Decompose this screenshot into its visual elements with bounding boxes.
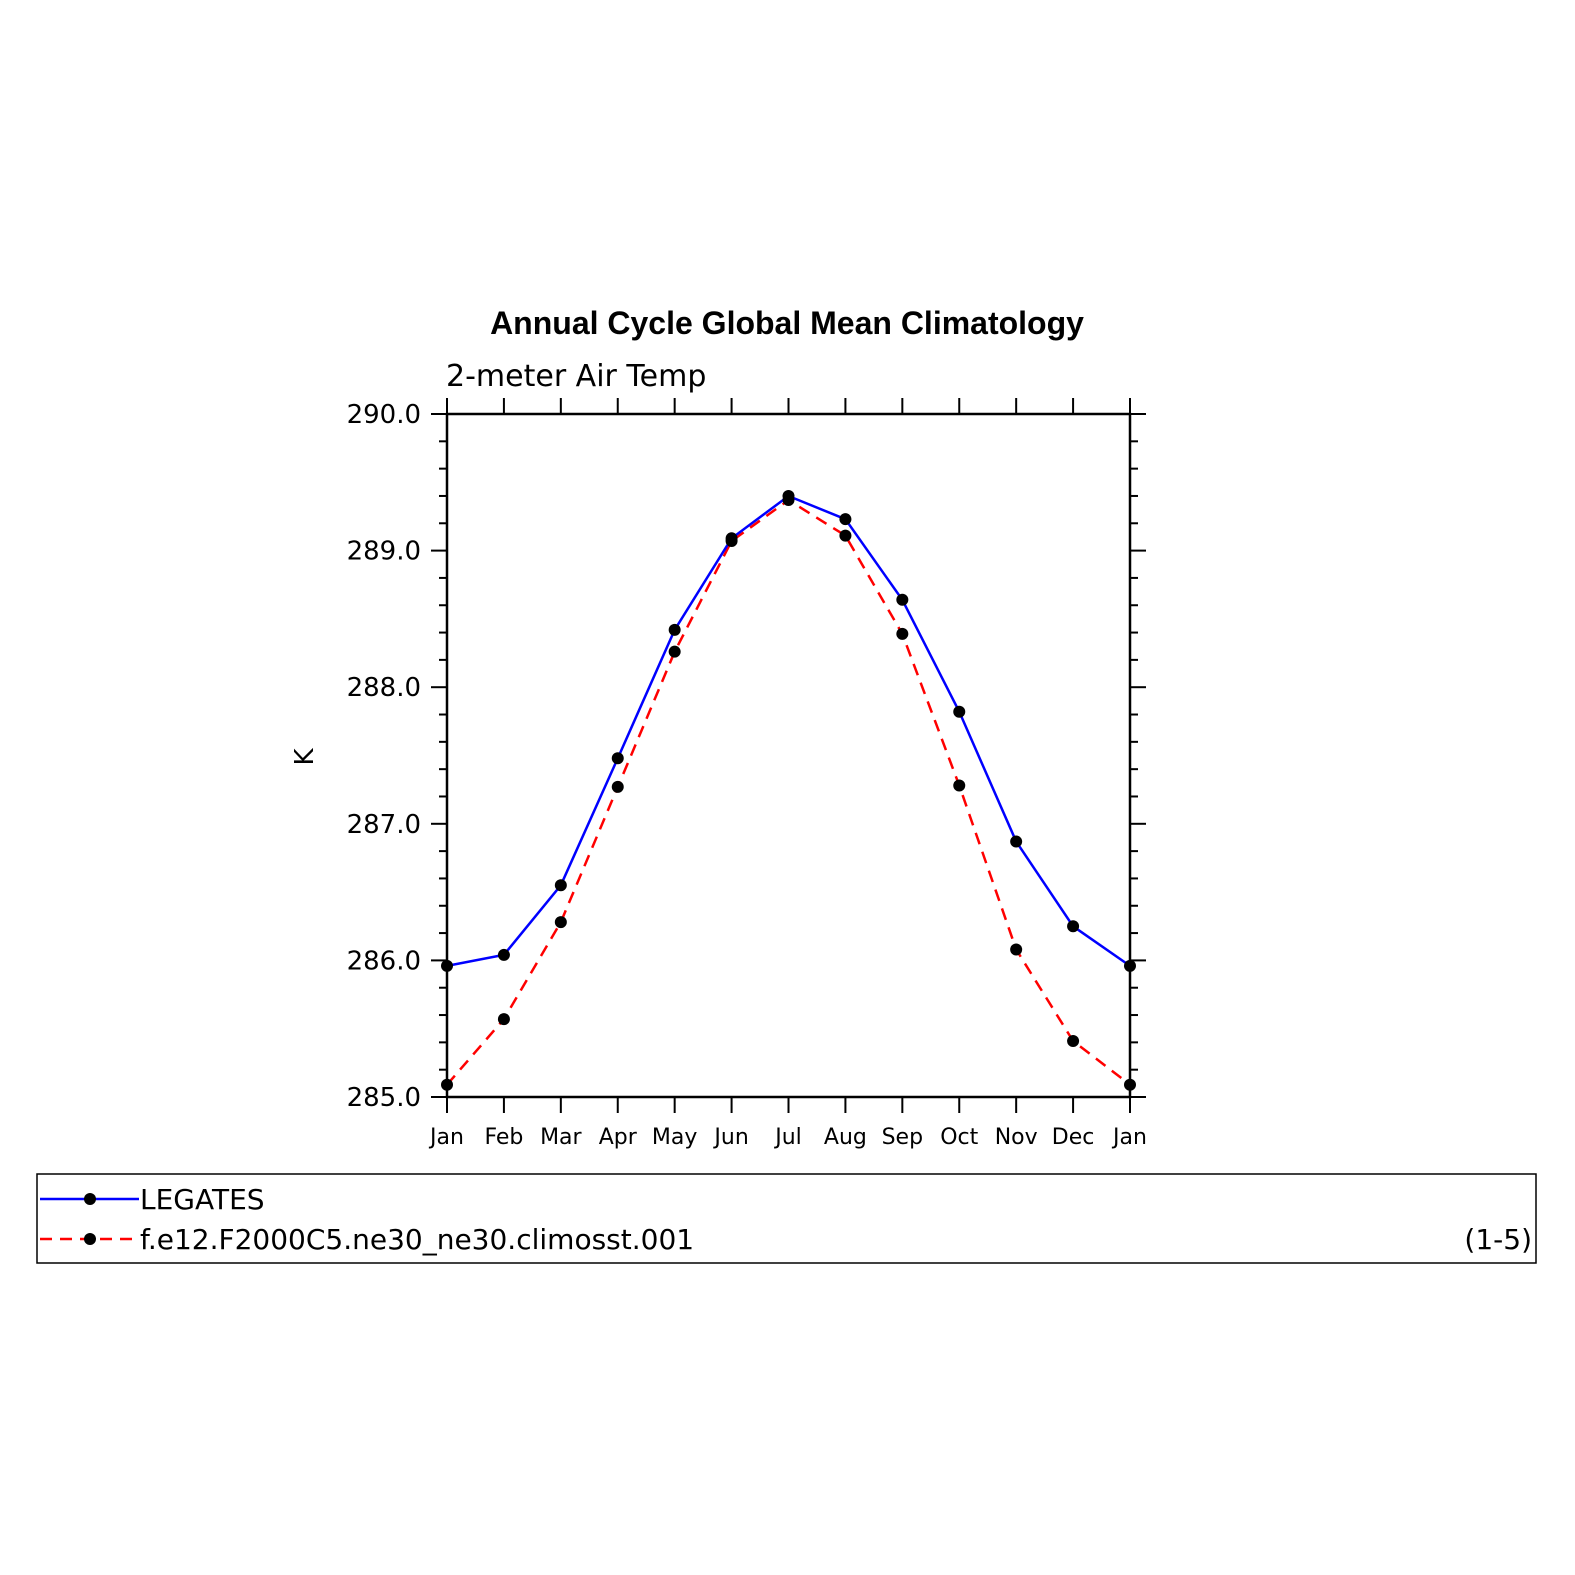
data-point-series-0	[896, 593, 909, 606]
legend-marker-legates	[84, 1193, 96, 1205]
plot-frame	[445, 412, 1132, 1099]
legend-marker-model	[84, 1233, 96, 1245]
series-line-1	[446, 498, 1131, 1086]
x-tick-label: Nov	[995, 1125, 1038, 1150]
y-tick-label: 290.0	[347, 400, 421, 430]
data-point-series-1	[441, 1078, 453, 1091]
x-tick-label: Jun	[712, 1125, 748, 1150]
legend-label-model: f.e12.F2000C5.ne30_ne30.climosst.001	[140, 1223, 694, 1256]
x-tick-label: Jan	[1111, 1125, 1147, 1150]
legend: LEGATES f.e12.F2000C5.ne30_ne30.climosst…	[36, 1173, 1537, 1264]
data-point-series-0	[1010, 835, 1023, 848]
x-tick-label: Mar	[540, 1125, 582, 1150]
data-point-series-0	[1124, 959, 1136, 972]
x-tick-label: May	[652, 1125, 697, 1150]
data-point-series-1	[839, 529, 852, 542]
y-tick-label: 289.0	[347, 537, 421, 567]
chart-subtitle: 2-meter Air Temp	[446, 359, 706, 394]
data-point-series-0	[497, 948, 510, 961]
data-point-series-1	[668, 645, 681, 658]
data-point-series-0	[953, 705, 966, 718]
legend-label-legates: LEGATES	[140, 1183, 265, 1216]
data-point-series-1	[953, 779, 966, 792]
x-tick-labels: Jan Feb Mar Apr May Jun Jul Aug Sep Oct Nov Dec Jan	[428, 1125, 1147, 1150]
y-tick-labels: 285.0 286.0 287.0 288.0 289.0 290.0	[347, 400, 421, 1113]
data-point-series-1	[611, 780, 624, 793]
panel-annotation: (1-5)	[1464, 1223, 1532, 1256]
y-tick-label: 286.0	[347, 946, 421, 976]
data-point-series-0	[554, 879, 567, 892]
x-tick-label: Apr	[599, 1125, 638, 1150]
plot-axes	[431, 398, 1146, 1113]
data-point-series-1	[497, 1013, 510, 1026]
x-tick-label: Jan	[428, 1125, 464, 1150]
data-point-series-0	[611, 752, 624, 765]
series-group	[441, 489, 1136, 1091]
data-point-series-0	[1067, 920, 1080, 933]
data-point-series-1	[896, 627, 909, 640]
y-tick-label: 287.0	[347, 810, 421, 840]
x-tick-label: Jul	[773, 1125, 802, 1150]
x-tick-label: Sep	[882, 1125, 923, 1150]
data-point-series-0	[441, 959, 453, 972]
x-tick-label: Feb	[484, 1125, 523, 1150]
y-tick-label: 285.0	[347, 1083, 421, 1113]
data-point-series-0	[782, 489, 795, 502]
data-point-series-1	[554, 916, 567, 929]
x-tick-label: Aug	[824, 1125, 867, 1150]
data-point-series-0	[839, 513, 852, 526]
chart-title: Annual Cycle Global Mean Climatology	[490, 305, 1084, 341]
series-line-0	[446, 494, 1131, 968]
data-point-series-1	[1124, 1078, 1136, 1091]
data-point-series-1	[1010, 943, 1023, 956]
data-point-series-0	[725, 532, 738, 545]
y-axis-label: K	[290, 748, 320, 766]
x-tick-label: Dec	[1052, 1125, 1095, 1150]
data-point-series-1	[1067, 1034, 1080, 1047]
y-tick-label: 288.0	[347, 673, 421, 703]
data-point-series-0	[668, 623, 681, 636]
legend-box	[36, 1173, 1537, 1264]
x-tick-label: Oct	[940, 1125, 978, 1150]
